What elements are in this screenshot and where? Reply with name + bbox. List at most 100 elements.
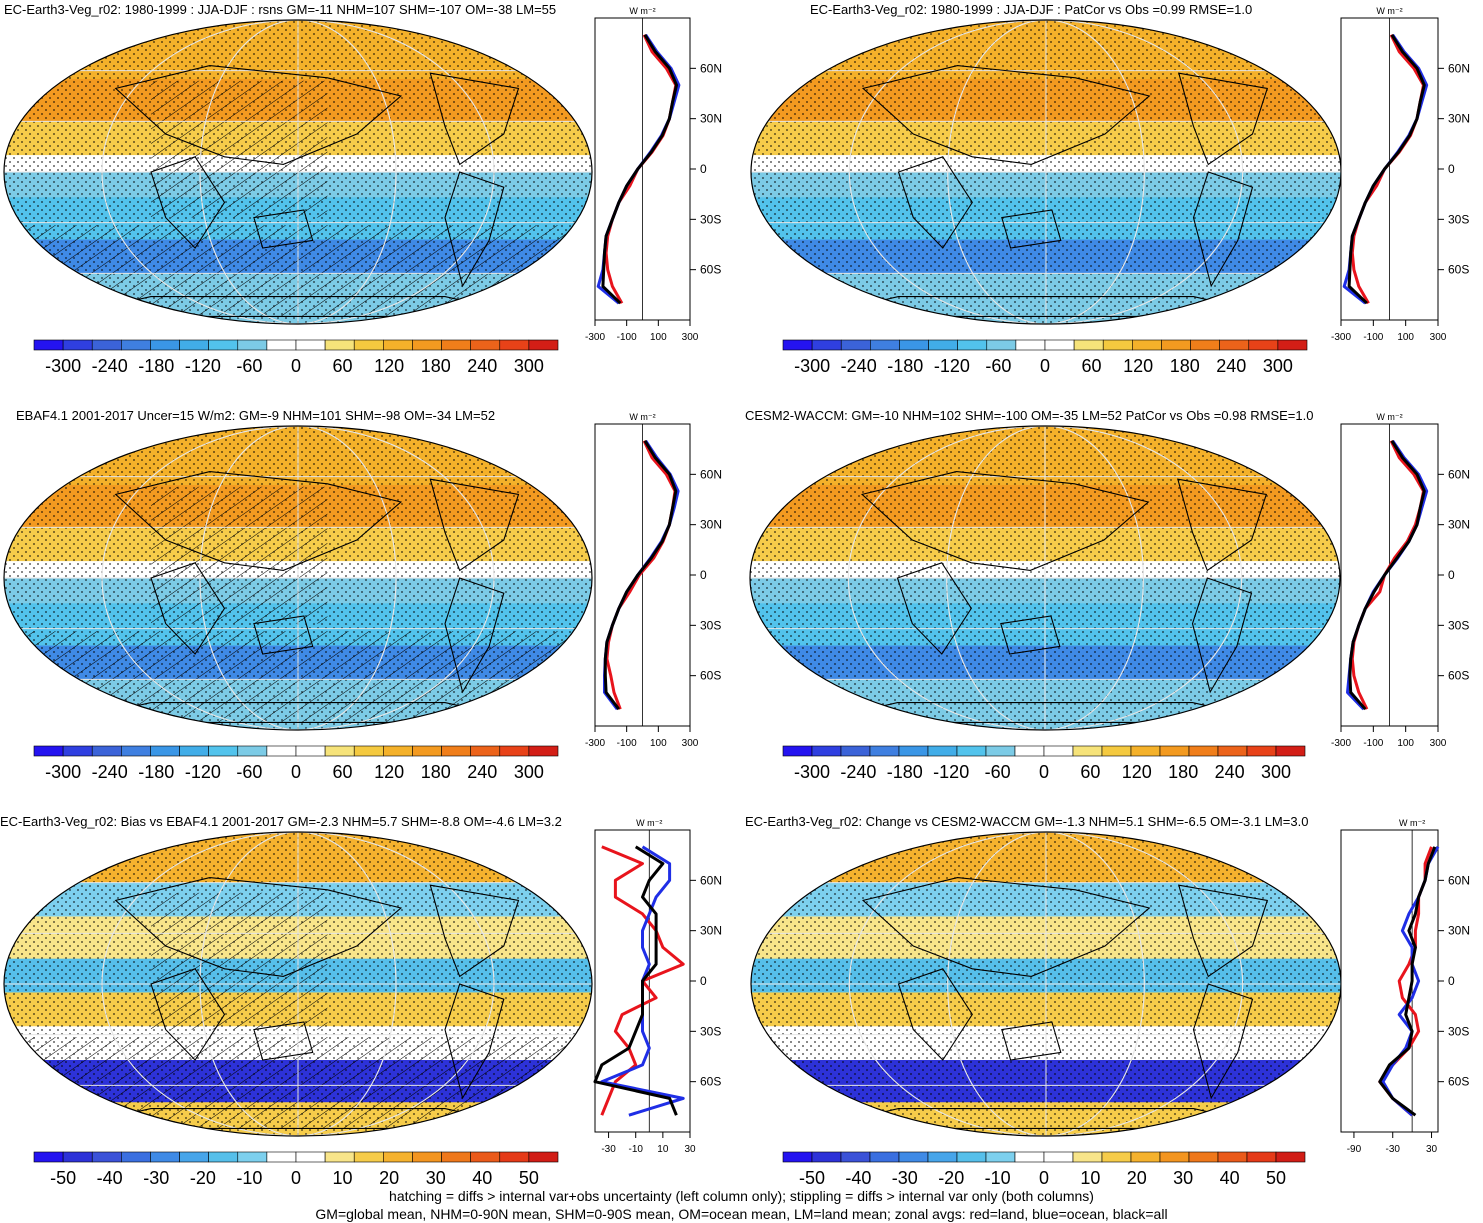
colorbar-label: -50 bbox=[50, 1168, 76, 1188]
panel-title: EBAF4.1 2001-2017 Uncer=15 W/m2: GM=-9 N… bbox=[16, 408, 496, 423]
continent-outline bbox=[896, 562, 972, 655]
zonal-x-tick-label: -100 bbox=[617, 738, 637, 749]
lat-tick-label: 30S bbox=[1448, 212, 1469, 226]
colorbar-label: 240 bbox=[1215, 762, 1245, 782]
zonal-x-tick-label: 100 bbox=[1397, 738, 1414, 749]
panel-title: EC-Earth3-Veg_r02: Bias vs EBAF4.1 2001-… bbox=[0, 814, 562, 829]
hatching bbox=[151, 486, 328, 624]
continent-outline bbox=[861, 877, 1151, 977]
lat-tick-label: 60S bbox=[700, 263, 721, 277]
zonal-x-tick-label: -10 bbox=[628, 1144, 643, 1155]
colorbar-label: -180 bbox=[887, 356, 923, 376]
lat-tick-label: 0 bbox=[1448, 162, 1455, 176]
colorbar-swatch bbox=[208, 339, 239, 351]
lat-tick-label: 0 bbox=[700, 162, 707, 176]
zonal-x-tick-label: 300 bbox=[682, 738, 699, 749]
colorbar-swatch bbox=[1159, 1151, 1190, 1163]
colorbar-label: 20 bbox=[1127, 1168, 1147, 1188]
continent-outline bbox=[444, 983, 505, 1100]
zonal-unit-label: W m⁻² bbox=[1376, 412, 1402, 422]
colorbar-swatch bbox=[1043, 745, 1074, 757]
zonal-x-tick-label: -30 bbox=[601, 1144, 616, 1155]
panel-title: EC-Earth3-Veg_r02: Change vs CESM2-WACCM… bbox=[745, 814, 1309, 829]
continent-outline bbox=[1192, 983, 1254, 1100]
panel-p1: EC-Earth3-Veg_r02: 1980-1999 : JJA-DJF :… bbox=[0, 0, 741, 408]
colorbar-swatch bbox=[1190, 339, 1220, 351]
zonal-x-tick-label: 100 bbox=[650, 332, 667, 343]
colorbar-label: -120 bbox=[185, 762, 221, 782]
zonal-x-tick-label: -300 bbox=[585, 332, 605, 343]
colorbar-label: -50 bbox=[799, 1168, 825, 1188]
colorbar-swatch bbox=[1073, 339, 1104, 351]
colorbar-swatch bbox=[1044, 339, 1075, 351]
colorbar-swatch bbox=[928, 339, 958, 351]
colorbar-swatch bbox=[121, 745, 151, 757]
graticule-meridian bbox=[947, 20, 1145, 324]
zonal-x-tick-label: -90 bbox=[1347, 1144, 1362, 1155]
panel-p2: EC-Earth3-Veg_r02: 1980-1999 : JJA-DJF :… bbox=[745, 0, 1483, 408]
colorbar-swatch bbox=[1161, 339, 1191, 351]
continent-outline bbox=[1191, 577, 1253, 694]
zonal-x-tick-label: 30 bbox=[1426, 1144, 1438, 1155]
colorbar-swatch bbox=[441, 1151, 471, 1163]
panel-p3: EBAF4.1 2001-2017 Uncer=15 W/m2: GM=-9 N… bbox=[0, 406, 741, 814]
lat-tick-label: 60N bbox=[1448, 61, 1470, 75]
colorbar-label: -30 bbox=[143, 1168, 169, 1188]
zonal-line-all bbox=[593, 845, 678, 1116]
colorbar-label: -10 bbox=[985, 1168, 1011, 1188]
colorbar-swatch bbox=[470, 339, 501, 351]
colorbar-label: 50 bbox=[519, 1168, 539, 1188]
zonal-x-tick-label: -30 bbox=[1386, 1144, 1401, 1155]
continent-outline bbox=[1000, 615, 1061, 655]
colorbar-label: 300 bbox=[1261, 762, 1291, 782]
colorbar-swatch bbox=[528, 745, 559, 757]
colorbar-swatch bbox=[266, 339, 297, 351]
continent-outline bbox=[429, 72, 520, 166]
colorbar-swatch bbox=[383, 1151, 413, 1163]
colorbar-label: 50 bbox=[1266, 1168, 1286, 1188]
colorbar-swatch bbox=[499, 339, 530, 351]
colorbar-swatch bbox=[898, 1151, 929, 1163]
colorbar-label: -240 bbox=[840, 762, 876, 782]
zonal-unit-label: W m⁻² bbox=[1376, 6, 1402, 16]
colorbar-label: -300 bbox=[794, 762, 830, 782]
lat-tick-label: 60S bbox=[1448, 669, 1469, 683]
map-border bbox=[3, 19, 593, 325]
lat-tick-label: 30N bbox=[1448, 924, 1470, 938]
colorbar-swatch bbox=[1219, 339, 1250, 351]
colorbar-swatch bbox=[1014, 745, 1045, 757]
colorbar-label: -300 bbox=[45, 762, 81, 782]
colorbar-swatch bbox=[441, 339, 471, 351]
graticule-meridian bbox=[101, 426, 495, 730]
colorbar-swatch bbox=[870, 339, 900, 351]
colorbar-label: 300 bbox=[514, 356, 544, 376]
graticule-meridian bbox=[199, 426, 397, 730]
colorbar-swatch bbox=[1246, 745, 1277, 757]
colorbar-swatch bbox=[150, 1151, 180, 1163]
colorbar-label: 240 bbox=[1216, 356, 1246, 376]
colorbar-swatch bbox=[62, 1151, 93, 1163]
lat-tick-label: 30N bbox=[1448, 112, 1470, 126]
zonal-unit-label: W m⁻² bbox=[1399, 818, 1425, 828]
lat-tick-label: 60N bbox=[1448, 873, 1470, 887]
graticule-meridian bbox=[199, 20, 397, 324]
continent-outline bbox=[897, 968, 973, 1061]
colorbar-label: 0 bbox=[291, 356, 301, 376]
lat-tick-label: 30S bbox=[1448, 618, 1469, 632]
zonal-x-tick-label: 300 bbox=[1430, 738, 1447, 749]
colorbar-swatch bbox=[956, 745, 987, 757]
zonal-line-all bbox=[1378, 846, 1437, 1117]
world-map bbox=[751, 20, 1341, 324]
colorbar-label: 180 bbox=[421, 762, 451, 782]
colorbar-label: 0 bbox=[291, 762, 301, 782]
panel-title: EC-Earth3-Veg_r02: 1980-1999 : JJA-DJF :… bbox=[4, 2, 557, 17]
zonal-line-all bbox=[1347, 34, 1426, 305]
continent-outline bbox=[1001, 1021, 1062, 1061]
colorbar-swatch bbox=[353, 339, 384, 351]
colorbar-swatch bbox=[927, 1151, 958, 1163]
graticule-meridian bbox=[947, 832, 1145, 1136]
colorbar-swatch bbox=[266, 1151, 297, 1163]
continent-outline bbox=[253, 1021, 314, 1061]
colorbar-swatch bbox=[1015, 339, 1046, 351]
world-map bbox=[750, 426, 1340, 730]
